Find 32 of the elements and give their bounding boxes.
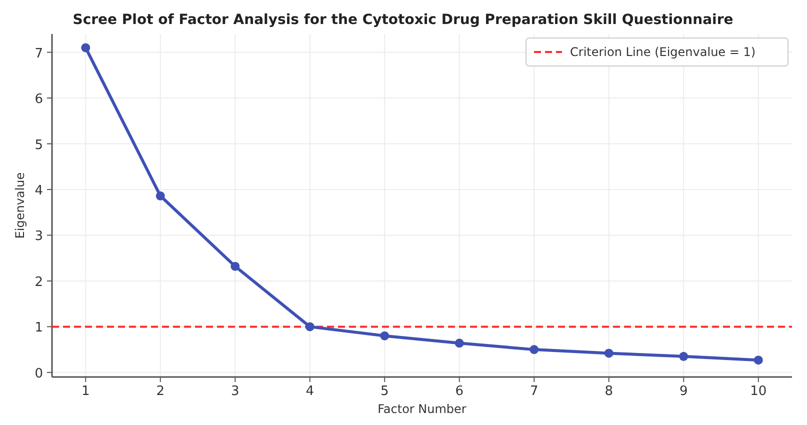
y-tick-label: 3 (34, 229, 43, 244)
x-tick-label: 5 (380, 384, 389, 399)
x-tick-label: 7 (530, 384, 538, 399)
chart-title: Scree Plot of Factor Analysis for the Cytotoxic Drug Preparation Skill Questionnaire (72, 12, 734, 28)
point (679, 352, 688, 361)
point (230, 262, 240, 271)
x-tick-label: 9 (679, 384, 688, 399)
x-axis-title: Factor Number (378, 402, 466, 416)
x-tick-label: 6 (455, 384, 464, 399)
point (305, 322, 314, 332)
y-tick-label: 7 (34, 46, 43, 62)
x-tick-label: 3 (230, 384, 240, 399)
y-tick-label: 1 (34, 320, 43, 336)
point (81, 43, 90, 52)
x-tick-label: 4 (306, 384, 314, 399)
legend-label: Criterion Line (Eigenvalue = 1) (570, 45, 756, 59)
point (604, 348, 614, 358)
y-tick-label: 6 (34, 92, 43, 108)
point (530, 345, 539, 354)
point (454, 338, 464, 348)
y-axis-title: Eigenvalue (13, 172, 27, 239)
x-tick-label: 1 (81, 384, 90, 399)
y-tick-label: 5 (34, 138, 43, 153)
x-tick-label: 8 (604, 384, 614, 399)
y-tick-label: 4 (34, 183, 43, 198)
point (156, 191, 165, 200)
x-tick-label: 2 (156, 384, 165, 399)
point (754, 356, 763, 365)
point (380, 331, 390, 340)
y-tick-label: 0 (34, 366, 43, 382)
y-tick-label: 2 (34, 274, 43, 290)
x-tick-label: 10 (750, 384, 767, 399)
